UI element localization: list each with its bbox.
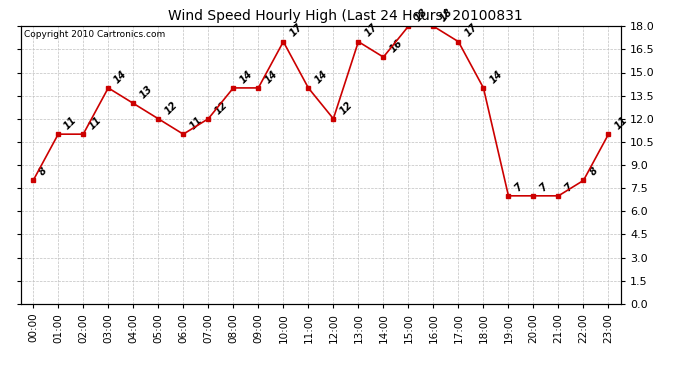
Text: 13: 13: [137, 84, 154, 100]
Text: 16: 16: [388, 38, 404, 54]
Text: 11: 11: [62, 115, 79, 131]
Text: 7: 7: [538, 181, 549, 193]
Text: 14: 14: [237, 69, 254, 85]
Text: 12: 12: [162, 99, 179, 116]
Text: 14: 14: [488, 69, 504, 85]
Text: 14: 14: [112, 69, 129, 85]
Text: 17: 17: [462, 22, 479, 39]
Text: 7: 7: [513, 181, 524, 193]
Text: 14: 14: [262, 69, 279, 85]
Text: 18: 18: [413, 7, 429, 24]
Text: 17: 17: [362, 22, 379, 39]
Text: 17: 17: [288, 22, 304, 39]
Text: Wind Speed Hourly High (Last 24 Hours) 20100831: Wind Speed Hourly High (Last 24 Hours) 2…: [168, 9, 522, 23]
Text: 11: 11: [88, 115, 104, 131]
Text: 14: 14: [313, 69, 329, 85]
Text: 12: 12: [213, 99, 229, 116]
Text: 8: 8: [37, 166, 49, 178]
Text: 11: 11: [613, 115, 629, 131]
Text: 11: 11: [188, 115, 204, 131]
Text: 8: 8: [588, 166, 600, 178]
Text: 18: 18: [437, 7, 454, 24]
Text: 12: 12: [337, 99, 354, 116]
Text: 7: 7: [562, 181, 575, 193]
Text: Copyright 2010 Cartronics.com: Copyright 2010 Cartronics.com: [23, 30, 165, 39]
